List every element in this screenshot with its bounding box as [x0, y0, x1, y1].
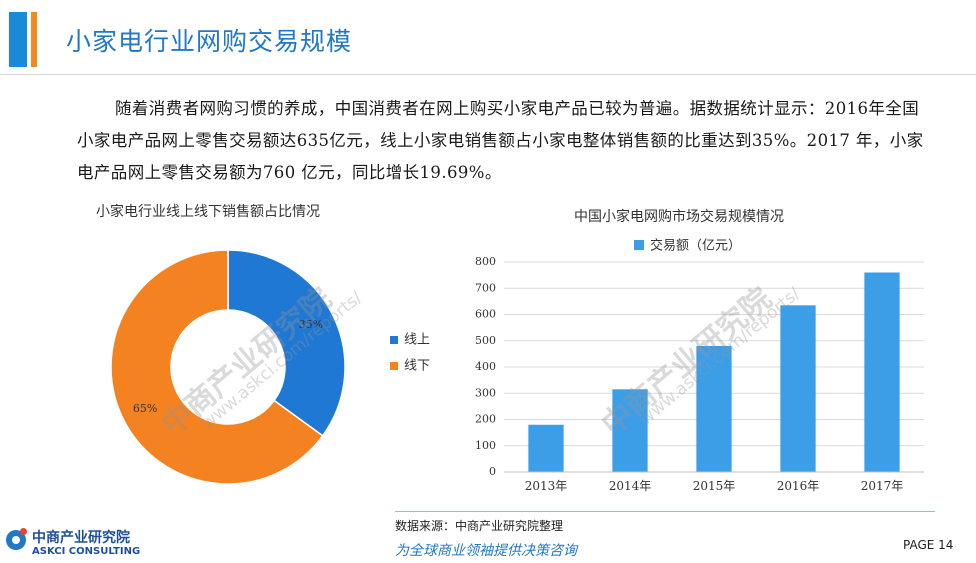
donut-data-label-1: 35% [299, 318, 323, 331]
donut-legend-label-1: 线上 [404, 333, 430, 348]
bar-y-tick-6: 600 [475, 308, 496, 321]
donut-legend-label-2: 线下 [404, 359, 430, 374]
page-title: 小家电行业网购交易规模 [66, 27, 353, 56]
bar-y-tick-3: 300 [475, 386, 496, 399]
company-logo-icon [6, 530, 26, 550]
bar-2 [612, 389, 648, 472]
bar-legend-swatch [634, 240, 644, 250]
slogan: 为全球商业领袖提供决策咨询 [395, 543, 577, 559]
donut-slice-2 [110, 249, 324, 485]
bar-y-tick-1: 100 [475, 439, 496, 452]
bar-x-tick-5: 2017年 [861, 479, 904, 493]
bar-1 [528, 424, 564, 472]
footer-divider [395, 511, 935, 512]
intro-paragraph: 随着消费者网购习惯的养成，中国消费者在网上购买小家电产品已较为普遍。据数据统计显… [77, 99, 924, 182]
logo-dot-icon [20, 528, 27, 535]
bar-4 [780, 305, 816, 472]
bar-y-tick-8: 800 [475, 255, 496, 268]
bar-y-tick-4: 400 [475, 360, 496, 373]
bar-3 [696, 346, 732, 472]
data-source: 数据来源：中商产业研究院整理 [395, 519, 564, 533]
bar-legend-label: 交易额（亿元） [650, 238, 741, 254]
page-number: PAGE 14 [903, 538, 954, 552]
bar-5 [864, 272, 900, 472]
bar-y-tick-2: 200 [475, 413, 496, 426]
donut-chart-title: 小家电行业线上线下销售额占比情况 [96, 204, 320, 220]
bar-y-tick-5: 500 [475, 334, 496, 347]
title-accent-bar [9, 12, 27, 67]
bar-chart-title: 中国小家电网购市场交易规模情况 [574, 209, 784, 225]
donut-data-label-2: 65% [133, 402, 157, 415]
title-accent-bar-orange [31, 12, 37, 67]
bar-x-tick-3: 2015年 [693, 479, 736, 493]
donut-legend-swatch-1 [390, 336, 398, 344]
bar-y-tick-7: 700 [475, 281, 496, 294]
logo-name-en: ASKCI CONSULTING [32, 546, 141, 557]
bar-x-tick-2: 2014年 [609, 479, 652, 493]
bar-y-tick-0: 0 [489, 465, 496, 478]
header-divider [0, 74, 976, 75]
bar-x-tick-1: 2013年 [525, 479, 568, 493]
donut-slice-1 [227, 249, 346, 437]
logo-name-cn: 中商产业研究院 [32, 530, 130, 546]
donut-legend-swatch-2 [390, 362, 398, 370]
bar-x-tick-4: 2016年 [777, 479, 820, 493]
